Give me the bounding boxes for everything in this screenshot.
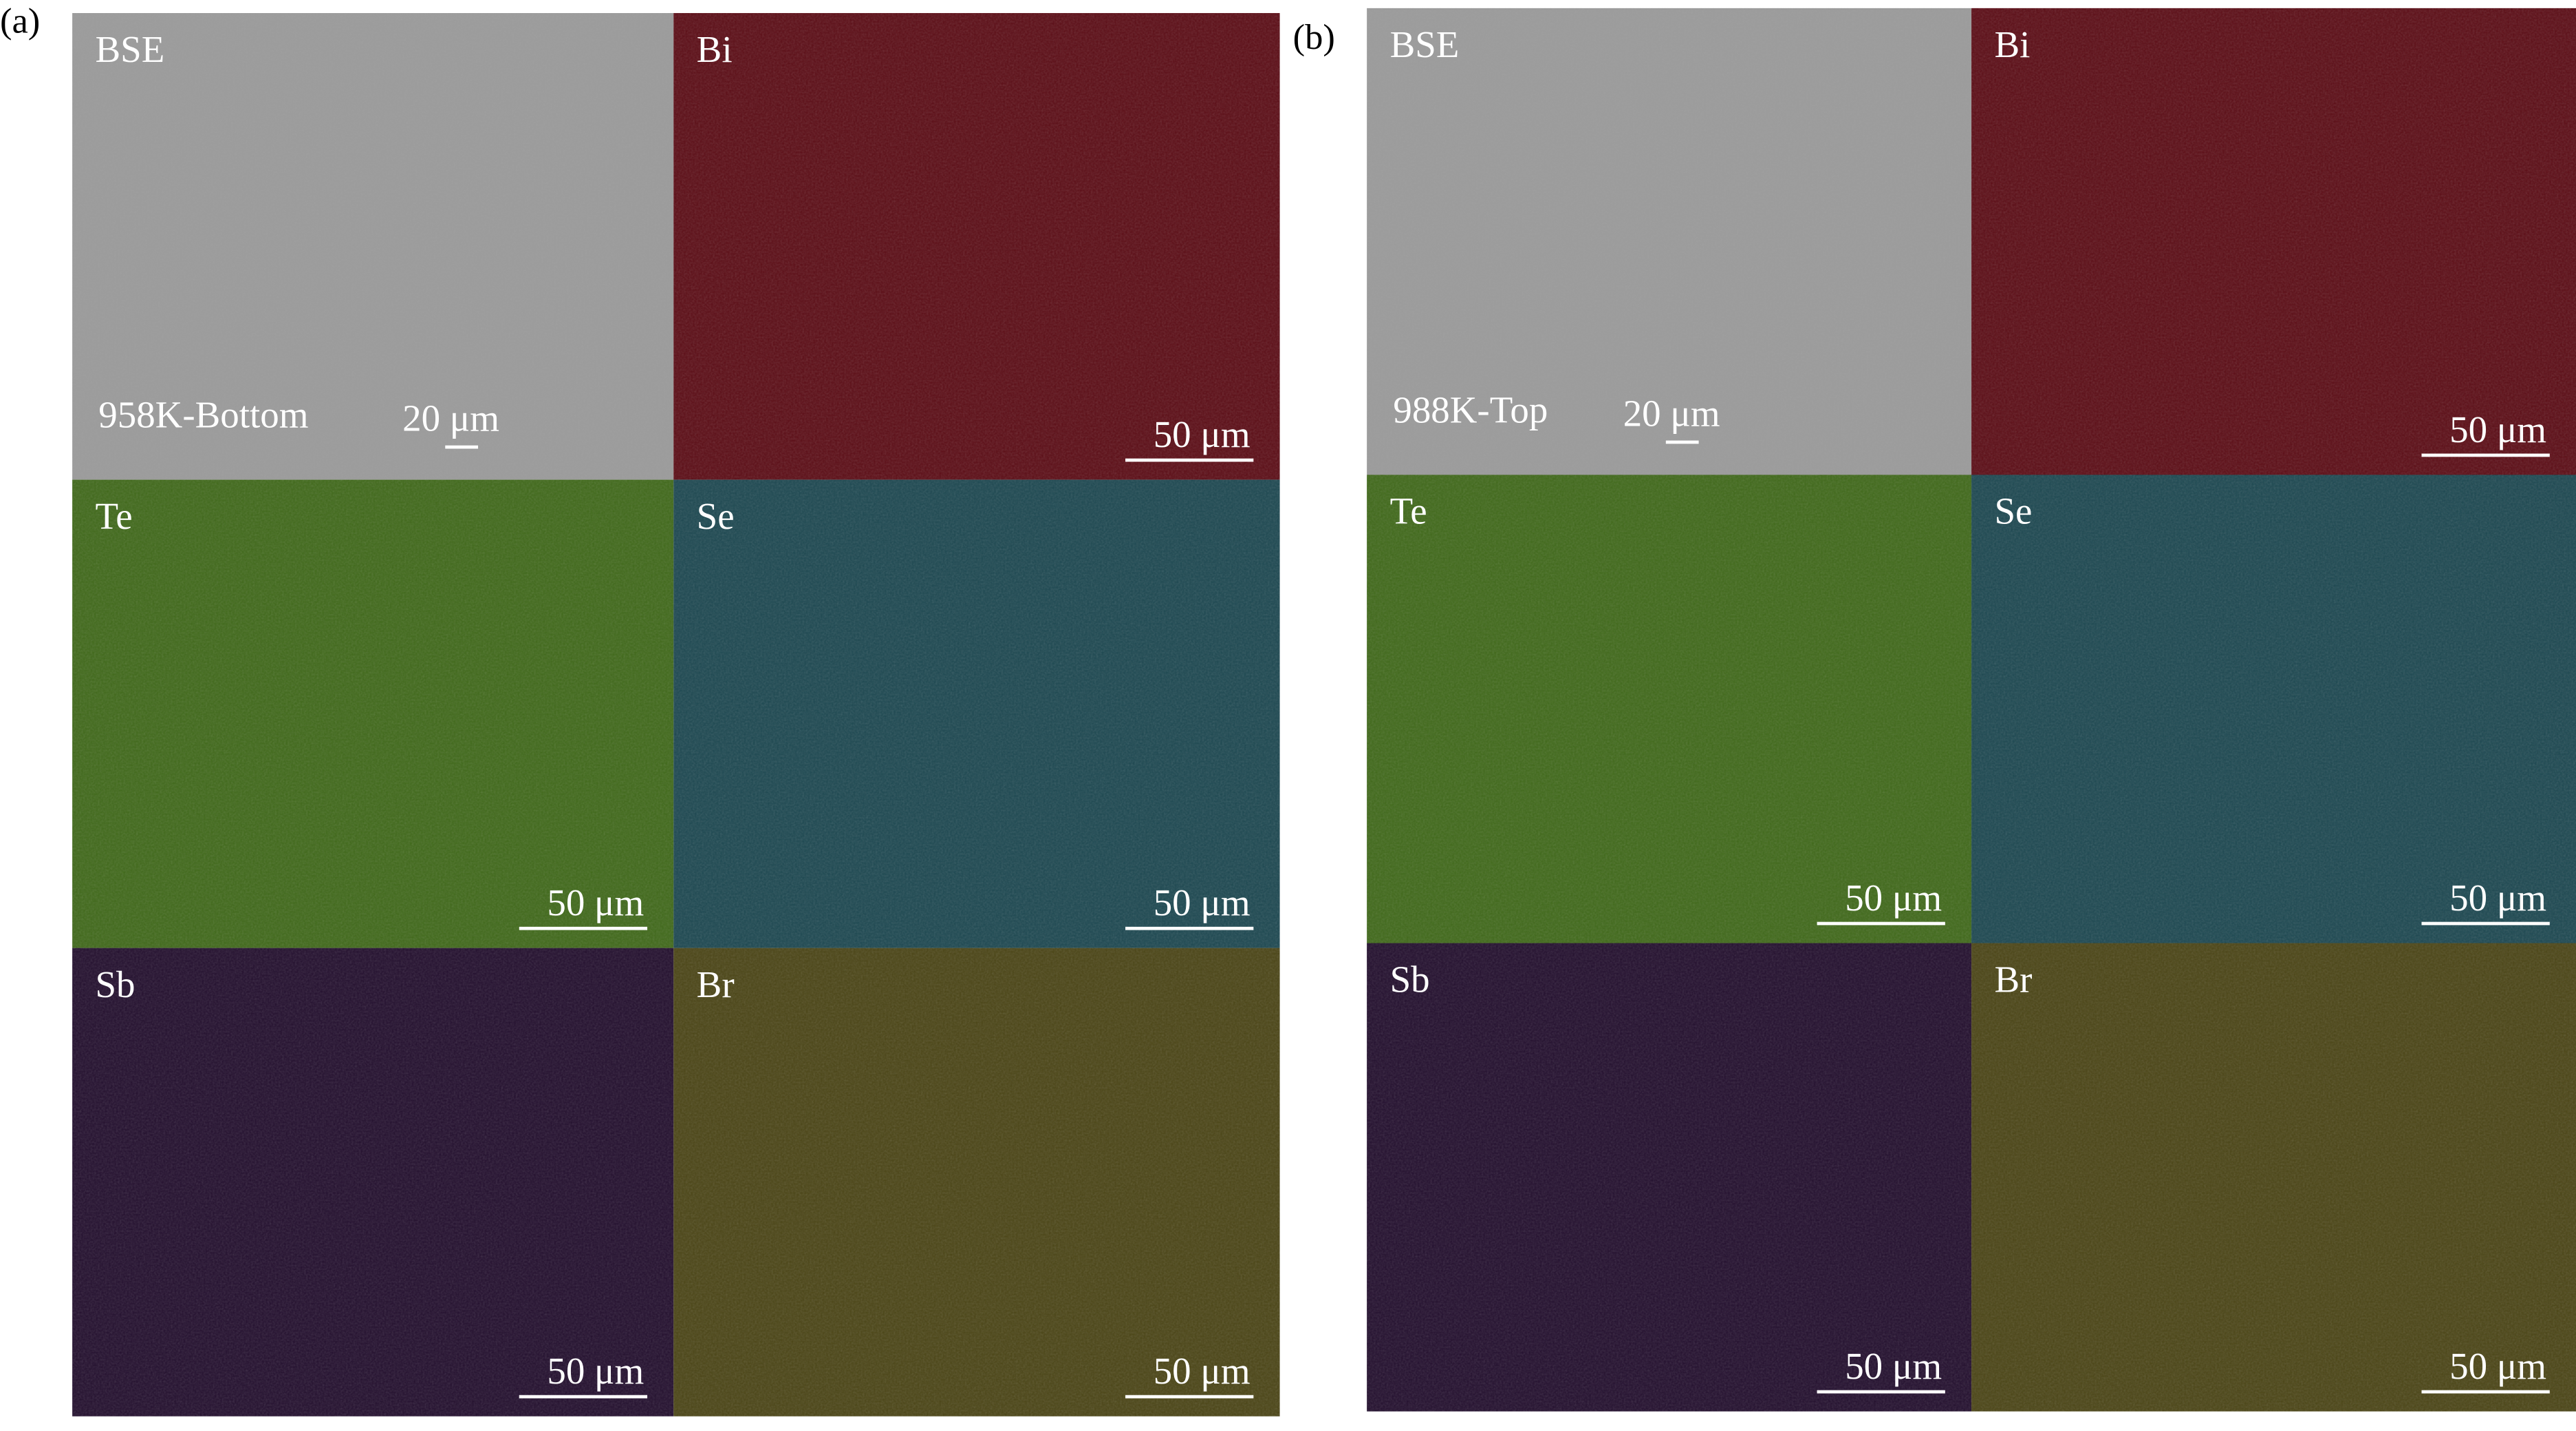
element-label: Se <box>697 495 735 537</box>
scale-bar-label: 50 μm <box>2449 1345 2546 1387</box>
element-label: Bi <box>697 28 733 70</box>
scale-bar-label: 50 μm <box>547 1350 644 1392</box>
element-label: Te <box>96 495 133 537</box>
scale-bar-label: 50 μm <box>547 882 644 924</box>
element-label: Bi <box>1995 23 2031 65</box>
scale-bar-label: 20 μm <box>402 397 499 439</box>
sample-caption: 958K-Bottom <box>98 394 308 436</box>
element-label: Br <box>1995 959 2033 1001</box>
map-texture <box>72 479 674 948</box>
element-label: Sb <box>96 963 136 1005</box>
map-texture <box>1367 8 1972 475</box>
sample-caption: 988K-Top <box>1393 389 1548 431</box>
map-texture <box>1971 474 2576 943</box>
map-texture <box>1971 8 2576 475</box>
panel-label: (a) <box>0 1 40 41</box>
scale-bar-label: 50 μm <box>1845 877 1942 919</box>
scale-bar-label: 50 μm <box>2449 408 2546 450</box>
element-label: Te <box>1390 490 1427 532</box>
scale-bar-label: 50 μm <box>1154 882 1251 924</box>
scale-bar-label: 50 μm <box>1845 1345 1942 1387</box>
map-texture <box>1971 943 2576 1412</box>
panel-label: (b) <box>1293 17 1335 57</box>
map-texture <box>673 479 1280 948</box>
map-texture <box>1367 474 1972 943</box>
map-texture <box>673 948 1280 1417</box>
scale-bar-label: 20 μm <box>1623 392 1720 434</box>
scale-bar-label: 50 μm <box>1154 1350 1251 1392</box>
element-label: BSE <box>96 28 165 70</box>
map-texture <box>72 948 674 1417</box>
element-label: Br <box>697 963 735 1005</box>
map-texture <box>1367 943 1972 1412</box>
map-texture <box>72 12 674 480</box>
element-label: Se <box>1995 490 2033 532</box>
element-label: BSE <box>1390 23 1460 65</box>
map-texture <box>673 12 1280 480</box>
scale-bar-label: 50 μm <box>2449 877 2546 919</box>
scale-bar-label: 50 μm <box>1154 413 1251 455</box>
element-label: Sb <box>1390 959 1430 1001</box>
